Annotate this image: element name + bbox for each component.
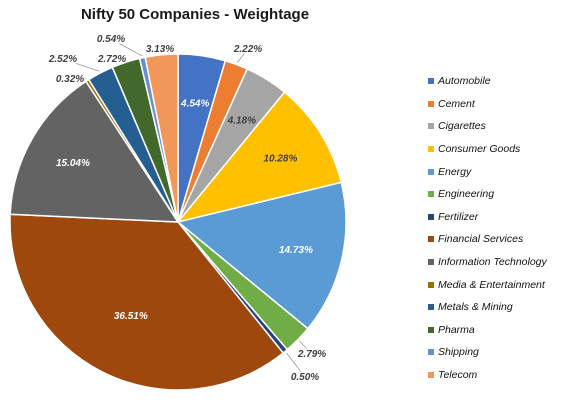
legend-item: Cement (428, 93, 563, 116)
data-label: 15.04% (56, 158, 90, 169)
data-label: 2.52% (48, 54, 77, 65)
legend-swatch (428, 191, 434, 198)
legend-label: Consumer Goods (438, 143, 521, 156)
leader-line (236, 48, 249, 63)
legend-item: Information Technology (428, 251, 563, 274)
leader-line (110, 38, 143, 57)
legend-item: Media & Entertainment (428, 273, 563, 296)
legend-label: Telecom (438, 369, 478, 382)
legend-item: Automobile (428, 70, 563, 93)
legend-label: Information Technology (438, 256, 547, 269)
data-label: 14.73% (279, 245, 313, 256)
legend-item: Metals & Mining (428, 296, 563, 319)
pie-slice-telecom (144, 53, 179, 223)
data-label: 10.28% (263, 154, 297, 165)
legend: Automobile Cement Cigarettes Consumer Goods… (428, 70, 563, 386)
legend-item: Engineering (428, 183, 563, 206)
legend-item: Telecom (428, 364, 563, 387)
legend-label: Cigarettes (438, 120, 486, 133)
data-label: 4.54% (180, 98, 209, 109)
data-label: 4.18% (227, 115, 256, 126)
legend-swatch (428, 78, 434, 85)
pie-chart: 4.54% 2.22% 4.18% 10.28% 14.73% 2.79% 0.50% 36.… (9, 33, 347, 391)
legend-swatch (428, 100, 434, 107)
legend-item: Financial Services (428, 228, 563, 251)
legend-swatch (428, 281, 434, 288)
legend-swatch (428, 168, 434, 175)
pie-slice-financial-services (9, 213, 285, 391)
legend-label: Pharma (438, 323, 475, 336)
data-label: 36.51% (114, 311, 148, 322)
legend-label: Engineering (438, 188, 495, 201)
legend-item: Fertilizer (428, 206, 563, 229)
leader-line (299, 340, 313, 355)
leader-line (159, 48, 162, 53)
legend-label: Metals & Mining (438, 301, 513, 314)
legend-label: Energy (438, 165, 472, 178)
legend-swatch (428, 349, 434, 356)
legend-swatch (428, 213, 434, 220)
legend-label: Fertilizer (438, 210, 479, 223)
data-label: 0.54% (97, 34, 125, 45)
data-label: 2.72% (97, 54, 126, 65)
legend-swatch (428, 304, 434, 311)
leader-line (111, 58, 126, 61)
pie-slice-energy (176, 181, 347, 330)
legend-label: Shipping (438, 346, 479, 359)
leader-line (286, 352, 306, 378)
data-label: 0.50% (291, 372, 319, 383)
legend-swatch (428, 146, 434, 153)
legend-label: Cement (438, 97, 475, 110)
legend-item: Pharma (428, 319, 563, 342)
legend-label: Media & Entertainment (438, 278, 545, 291)
data-label: 0.32% (56, 74, 84, 85)
pie-slice-consumer-goods (175, 91, 343, 224)
legend-swatch (428, 372, 434, 379)
legend-item: Consumer Goods (428, 138, 563, 161)
legend-swatch (428, 123, 434, 130)
data-label: 2.22% (233, 44, 262, 55)
legend-swatch (428, 259, 434, 266)
data-label: 2.79% (297, 349, 326, 360)
pie-slice-information-technology (9, 80, 180, 223)
legend-swatch (428, 326, 434, 333)
legend-swatch (428, 236, 434, 243)
data-label: 3.13% (146, 44, 174, 55)
legend-item: Cigarettes (428, 115, 563, 138)
legend-item: Shipping (428, 341, 563, 364)
legend-item: Energy (428, 160, 563, 183)
legend-label: Financial Services (438, 233, 524, 246)
chart-title: Nifty 50 Companies - Weightage (80, 6, 310, 23)
leader-line (62, 58, 100, 72)
legend-label: Automobile (438, 75, 491, 88)
